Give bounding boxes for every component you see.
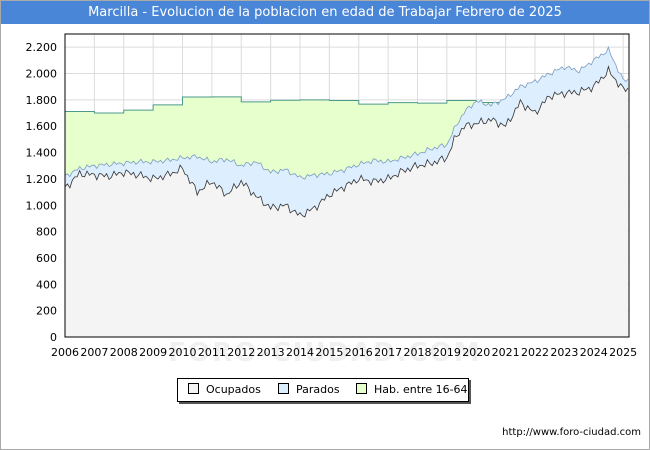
line-parados xyxy=(64,45,629,180)
legend-label-hab: Hab. entre 16-64 xyxy=(374,383,468,396)
legend-swatch-ocupados xyxy=(188,383,199,394)
y-tick-label: 400 xyxy=(36,278,57,291)
chart-title: Marcilla - Evolucion de la poblacion en … xyxy=(1,1,649,24)
x-tick-label: 2009 xyxy=(139,346,167,359)
x-tick-label: 2007 xyxy=(80,346,108,359)
legend-label-ocupados: Ocupados xyxy=(206,383,261,396)
x-tick-label: 2023 xyxy=(550,346,578,359)
y-tick-label: 1.000 xyxy=(26,199,58,212)
y-tick-label: 200 xyxy=(36,305,57,318)
y-tick-label: 600 xyxy=(36,252,57,265)
x-tick-label: 2008 xyxy=(110,346,138,359)
legend-item-hab: Hab. entre 16-64 xyxy=(356,383,468,397)
legend-swatch-parados xyxy=(278,383,289,394)
y-tick-label: 1.400 xyxy=(26,147,58,160)
x-tick-label: 2020 xyxy=(462,346,490,359)
series-areas xyxy=(64,45,629,337)
x-tick-label: 2022 xyxy=(521,346,549,359)
x-axis-ticks: 2006 2007 2008 2009 2010 2011 2012 2013 2014 2015… xyxy=(51,346,637,359)
line-hab-16-64 xyxy=(65,96,508,114)
x-tick-label: 2011 xyxy=(198,346,226,359)
y-tick-label: 2.000 xyxy=(26,68,58,81)
y-tick-label: 800 xyxy=(36,226,57,239)
legend-swatch-hab xyxy=(356,383,367,394)
source-url: http://www.foro-ciudad.com xyxy=(502,427,641,438)
watermark: FORO-CIUDAD.COM xyxy=(168,338,482,368)
x-tick-label: 2010 xyxy=(169,346,197,359)
x-tick-label: 2013 xyxy=(257,346,285,359)
plot-border xyxy=(64,33,630,338)
y-tick-label: 1.800 xyxy=(26,94,58,107)
x-tick-label: 2021 xyxy=(492,346,520,359)
x-tick-label: 2024 xyxy=(580,346,608,359)
legend-item-ocupados: Ocupados xyxy=(188,383,261,397)
legend-label-parados: Parados xyxy=(296,383,340,396)
y-tick-label: 1.200 xyxy=(26,173,58,186)
legend: Ocupados Parados Hab. entre 16-64 xyxy=(177,378,469,402)
axes xyxy=(64,33,630,338)
y-axis-ticks: 0 200 400 600 800 1.000 1.200 1.400 1.600 1.800 2.… xyxy=(26,41,58,344)
legend-item-parados: Parados xyxy=(278,383,340,397)
x-tick-label: 2025 xyxy=(609,346,637,359)
x-tick-label: 2015 xyxy=(315,346,343,359)
x-tick-label: 2016 xyxy=(345,346,373,359)
x-tick-label: 2012 xyxy=(227,346,255,359)
x-tick-label: 2014 xyxy=(286,346,314,359)
x-tick-label: 2006 xyxy=(51,346,79,359)
x-tick-label: 2017 xyxy=(374,346,402,359)
y-tick-label: 2.200 xyxy=(26,41,58,54)
x-tick-label: 2018 xyxy=(404,346,432,359)
y-tick-label: 1.600 xyxy=(26,120,58,133)
area-ocupados xyxy=(65,66,629,337)
x-tick-label: 2019 xyxy=(433,346,461,359)
y-tick-label: 0 xyxy=(50,331,57,344)
line-ocupados xyxy=(64,65,629,218)
